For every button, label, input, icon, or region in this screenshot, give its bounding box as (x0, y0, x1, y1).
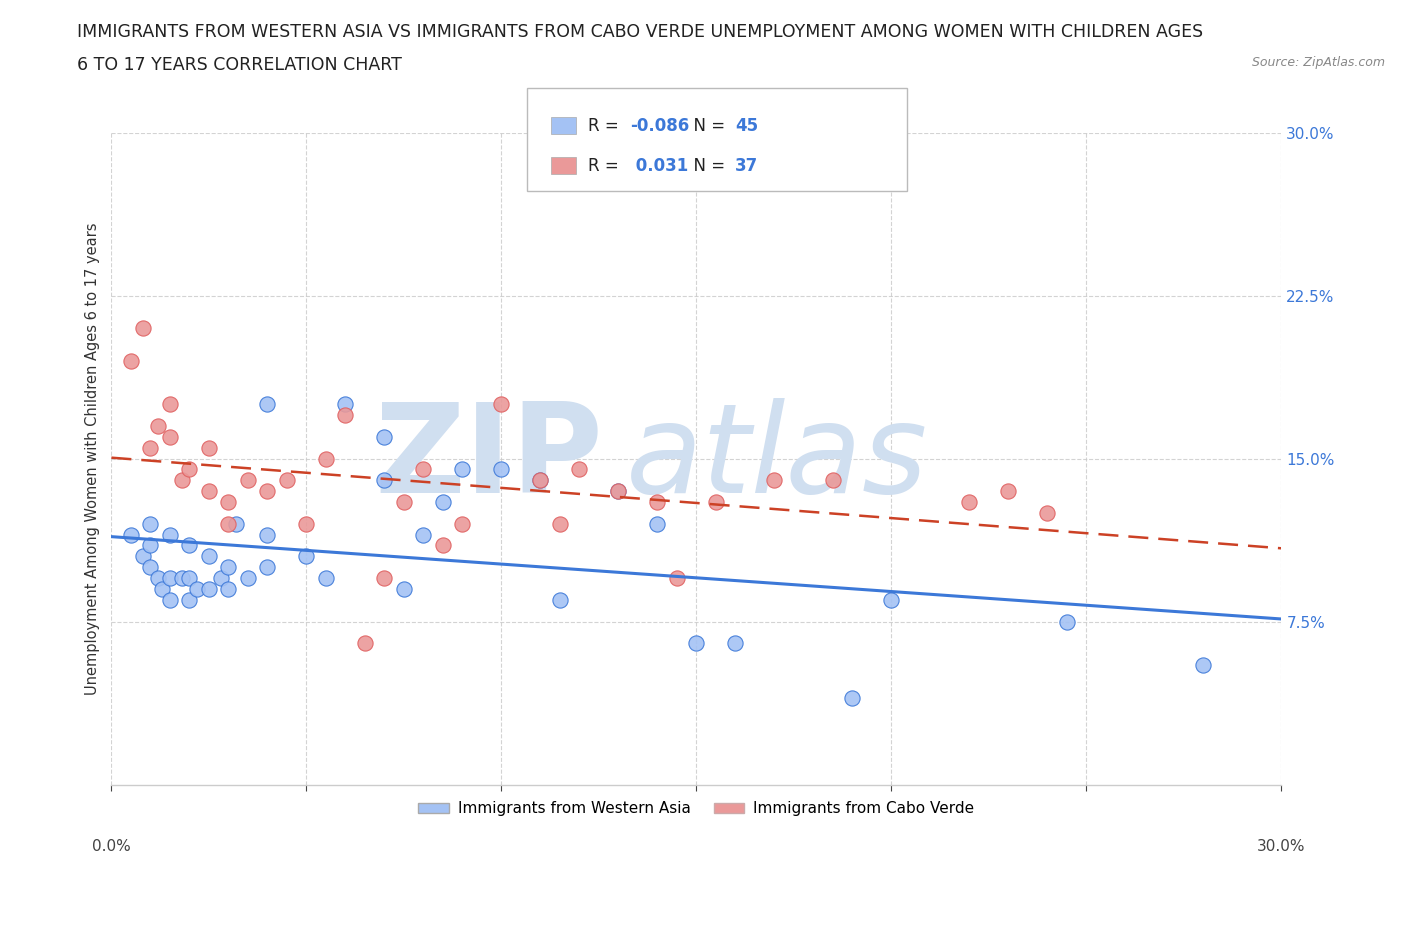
Point (198, 484, 221, 498)
Text: N =: N = (683, 156, 731, 175)
Point (186, 581, 208, 596)
Point (607, 484, 630, 498)
Text: 45: 45 (735, 116, 758, 135)
Point (412, 462, 434, 477)
Point (148, 418, 170, 433)
Point (217, 581, 239, 596)
Text: R =: R = (588, 156, 624, 175)
Point (548, 592, 571, 607)
Point (763, 472, 786, 487)
Point (209, 571, 232, 586)
Y-axis label: Unemployment Among Women with Children Ages 6 to 17 years: Unemployment Among Women with Children A… (86, 222, 100, 695)
Point (335, 397, 357, 412)
Text: ZIP: ZIP (374, 398, 603, 519)
Point (491, 397, 513, 412)
Point (217, 560, 239, 575)
Point (139, 538, 162, 553)
Text: N =: N = (683, 116, 731, 135)
Point (256, 484, 278, 498)
Text: 30.0%: 30.0% (1257, 839, 1306, 854)
Point (432, 495, 454, 510)
Point (647, 516, 669, 531)
Point (159, 571, 181, 586)
Point (170, 472, 193, 487)
Point (841, 690, 863, 705)
Point (724, 636, 747, 651)
Point (997, 484, 1019, 498)
Point (957, 495, 980, 510)
Point (217, 495, 239, 510)
Point (179, 462, 201, 477)
Point (139, 516, 162, 531)
Point (529, 472, 551, 487)
Point (451, 516, 474, 531)
Point (236, 571, 259, 586)
Text: 6 TO 17 YEARS CORRELATION CHART: 6 TO 17 YEARS CORRELATION CHART (77, 56, 402, 73)
Point (131, 549, 153, 564)
Point (685, 636, 707, 651)
Point (373, 430, 395, 445)
Point (120, 527, 142, 542)
Point (295, 516, 318, 531)
Point (225, 516, 247, 531)
Point (315, 451, 337, 466)
Point (198, 549, 221, 564)
Point (373, 571, 395, 586)
Point (373, 472, 395, 487)
Text: 0.0%: 0.0% (91, 839, 131, 854)
Point (665, 571, 688, 586)
Point (491, 462, 513, 477)
Point (256, 527, 278, 542)
Point (150, 581, 173, 596)
Point (198, 440, 221, 455)
Text: IMMIGRANTS FROM WESTERN ASIA VS IMMIGRANTS FROM CABO VERDE UNEMPLOYMENT AMONG WO: IMMIGRANTS FROM WESTERN ASIA VS IMMIGRAN… (77, 23, 1204, 41)
Point (607, 484, 630, 498)
Point (131, 321, 153, 336)
Point (568, 462, 591, 477)
Point (295, 549, 318, 564)
Point (392, 581, 415, 596)
Point (880, 592, 903, 607)
Text: 37: 37 (735, 156, 759, 175)
Point (139, 440, 162, 455)
Point (1056, 614, 1078, 629)
Point (821, 472, 844, 487)
Point (335, 407, 357, 422)
Point (704, 495, 727, 510)
Text: atlas: atlas (626, 398, 928, 519)
Legend: Immigrants from Western Asia, Immigrants from Cabo Verde: Immigrants from Western Asia, Immigrants… (412, 795, 981, 822)
Point (179, 538, 201, 553)
Point (198, 581, 221, 596)
Point (315, 571, 337, 586)
Point (529, 472, 551, 487)
Point (159, 592, 181, 607)
Point (276, 472, 298, 487)
Point (159, 527, 181, 542)
Point (179, 592, 201, 607)
Point (451, 462, 474, 477)
Point (548, 516, 571, 531)
Point (139, 560, 162, 575)
Point (1192, 658, 1215, 672)
Text: R =: R = (588, 116, 624, 135)
Text: 0.031: 0.031 (630, 156, 688, 175)
Point (647, 495, 669, 510)
Text: -0.086: -0.086 (630, 116, 689, 135)
Point (159, 430, 181, 445)
Point (217, 516, 239, 531)
Point (354, 636, 377, 651)
Point (148, 571, 170, 586)
Point (432, 538, 454, 553)
Point (256, 560, 278, 575)
Point (1036, 505, 1059, 520)
Point (412, 527, 434, 542)
Point (236, 472, 259, 487)
Point (256, 397, 278, 412)
Point (120, 353, 142, 368)
Point (392, 495, 415, 510)
Point (159, 397, 181, 412)
Text: Source: ZipAtlas.com: Source: ZipAtlas.com (1251, 56, 1385, 69)
Point (179, 571, 201, 586)
Point (170, 571, 193, 586)
